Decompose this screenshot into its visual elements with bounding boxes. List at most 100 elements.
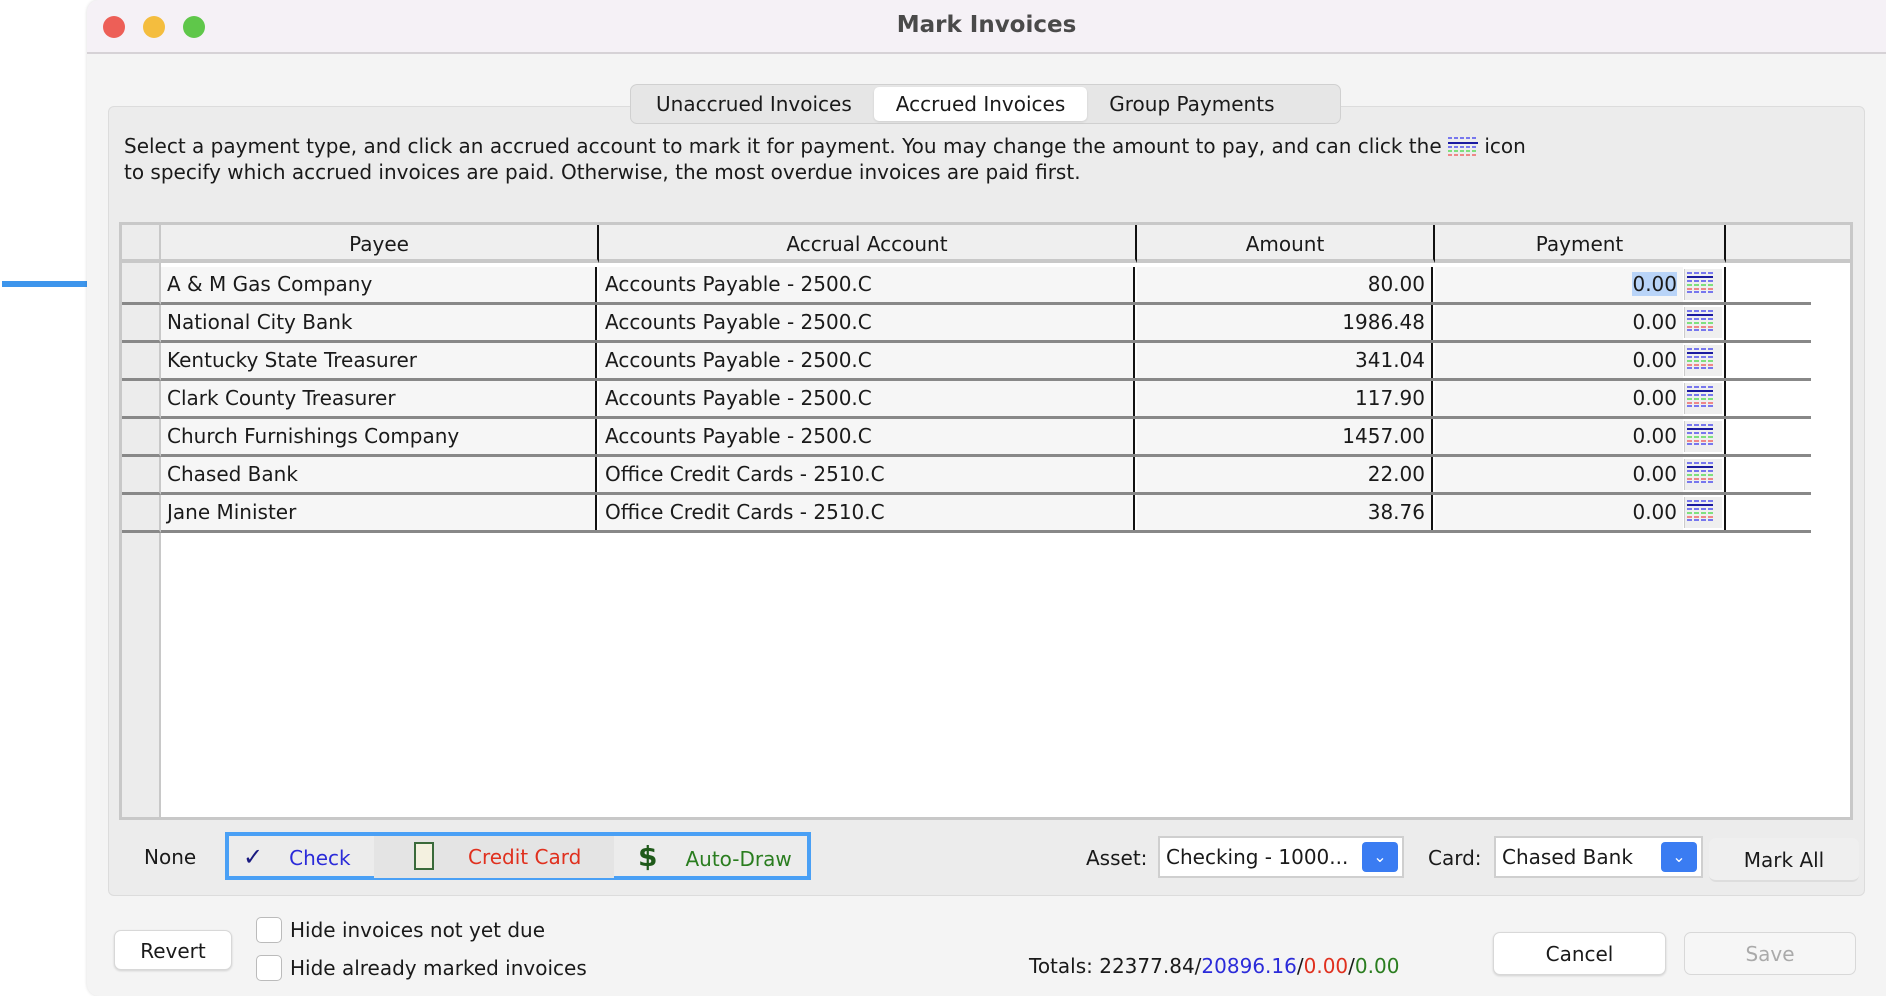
row-header[interactable] [122, 457, 161, 495]
column-header-amount[interactable]: Amount [1137, 225, 1435, 263]
hide-not-due-checkbox[interactable] [256, 917, 282, 943]
total-credit: 0.00 [1303, 954, 1349, 978]
column-header-payee[interactable]: Payee [161, 225, 599, 263]
table-row[interactable]: Kentucky State Treasurer Accounts Payabl… [161, 343, 1811, 381]
column-header-payment[interactable]: Payment [1435, 225, 1726, 263]
revert-button[interactable]: Revert [114, 930, 232, 970]
minimize-button[interactable] [143, 16, 165, 38]
accrual-account-cell[interactable]: Accounts Payable - 2500.C [599, 305, 1135, 340]
payment-value[interactable]: 0.00 [1632, 424, 1677, 448]
amount-cell[interactable]: 22.00 [1137, 457, 1433, 492]
payment-type-auto-draw[interactable]: $ Auto-Draw [638, 836, 792, 878]
payment-type-check[interactable]: ✓ Check [243, 836, 351, 878]
card-value: Chased Bank [1502, 845, 1633, 869]
row-header[interactable] [122, 495, 161, 533]
invoice-list-button[interactable] [1684, 345, 1722, 376]
amount-cell[interactable]: 341.04 [1137, 343, 1433, 378]
payment-cell[interactable]: 0.00 [1435, 457, 1683, 492]
title-bar [87, 0, 1886, 54]
total-autodraw: 0.00 [1354, 954, 1400, 978]
table-row[interactable]: Jane Minister Office Credit Cards - 2510… [161, 495, 1811, 533]
accrual-account-cell[interactable]: Office Credit Cards - 2510.C [599, 495, 1135, 530]
invoice-list-button[interactable] [1684, 459, 1722, 490]
row-header[interactable] [122, 381, 161, 419]
amount-cell[interactable]: 38.76 [1137, 495, 1433, 530]
payment-cell[interactable]: 0.00 [1435, 495, 1683, 530]
payee-cell[interactable]: Clark County Treasurer [161, 381, 597, 416]
payment-value[interactable]: 0.00 [1632, 272, 1677, 296]
card-select[interactable]: Chased Bank ⌄ [1494, 836, 1703, 878]
accrual-account-cell[interactable]: Accounts Payable - 2500.C [599, 267, 1135, 302]
row-header[interactable] [122, 267, 161, 305]
row-header[interactable] [122, 343, 161, 381]
row-header-corner [122, 225, 161, 263]
invoice-list-button[interactable] [1684, 269, 1722, 300]
payment-value[interactable]: 0.00 [1632, 462, 1677, 486]
close-button[interactable] [103, 16, 125, 38]
amount-cell[interactable]: 1986.48 [1137, 305, 1433, 340]
tab-group-payments[interactable]: Group Payments [1109, 92, 1275, 116]
instructions-text: to specify which accrued invoices are pa… [124, 160, 1081, 184]
payment-value[interactable]: 0.00 [1632, 500, 1677, 524]
payee-cell[interactable]: A & M Gas Company [161, 267, 597, 302]
amount-cell[interactable]: 1457.00 [1137, 419, 1433, 454]
payee-cell[interactable]: Church Furnishings Company [161, 419, 597, 454]
asset-select[interactable]: Checking - 1000... ⌄ [1158, 836, 1404, 878]
accrual-account-cell[interactable]: Accounts Payable - 2500.C [599, 381, 1135, 416]
tab-accrued-invoices[interactable]: Accrued Invoices [873, 87, 1088, 121]
payment-cell[interactable]: 0.00 [1435, 381, 1683, 416]
amount-cell[interactable]: 80.00 [1137, 267, 1433, 302]
payment-type-none[interactable]: None [144, 845, 197, 869]
asset-value: Checking - 1000... [1166, 845, 1349, 869]
check-label: Check [289, 846, 351, 870]
accrual-account-cell[interactable]: Accounts Payable - 2500.C [599, 343, 1135, 378]
payment-cell[interactable]: 0.00 [1435, 305, 1683, 340]
total-amount: 22377.84 [1099, 954, 1195, 978]
hide-not-due-label: Hide invoices not yet due [290, 918, 546, 942]
payee-cell[interactable]: National City Bank [161, 305, 597, 340]
hide-marked-label: Hide already marked invoices [290, 956, 587, 980]
hide-marked-checkbox[interactable] [256, 955, 282, 981]
save-button[interactable]: Save [1684, 932, 1856, 975]
invoice-list-button[interactable] [1684, 383, 1722, 414]
row-header[interactable] [122, 305, 161, 343]
amount-cell[interactable]: 117.90 [1137, 381, 1433, 416]
credit-card-label: Credit Card [468, 845, 582, 869]
cancel-button[interactable]: Cancel [1493, 932, 1666, 975]
payee-cell[interactable]: Jane Minister [161, 495, 597, 530]
column-header-spacer [1726, 225, 1850, 263]
row-header[interactable] [122, 419, 161, 457]
totals-label: Totals: [1029, 954, 1100, 978]
payment-value[interactable]: 0.00 [1632, 310, 1677, 334]
separator: / [1296, 954, 1304, 978]
payment-value[interactable]: 0.00 [1632, 348, 1677, 372]
payment-cell[interactable]: 0.00 [1435, 267, 1683, 302]
invoice-list-button[interactable] [1684, 421, 1722, 452]
payment-cell[interactable]: 0.00 [1435, 419, 1683, 454]
table-row[interactable]: National City Bank Accounts Payable - 25… [161, 305, 1811, 343]
zoom-button[interactable] [183, 16, 205, 38]
payment-cell[interactable]: 0.00 [1435, 343, 1683, 378]
payee-cell[interactable]: Kentucky State Treasurer [161, 343, 597, 378]
column-header-accrual-account[interactable]: Accrual Account [599, 225, 1137, 263]
table-row[interactable]: Clark County Treasurer Accounts Payable … [161, 381, 1811, 419]
credit-card-icon [414, 842, 434, 870]
table-row[interactable]: A & M Gas Company Accounts Payable - 250… [161, 267, 1811, 305]
card-label: Card: [1428, 846, 1482, 870]
mark-all-button[interactable]: Mark All [1709, 838, 1859, 882]
dollar-icon: $ [638, 840, 658, 873]
accrual-account-cell[interactable]: Accounts Payable - 2500.C [599, 419, 1135, 454]
payee-cell[interactable]: Chased Bank [161, 457, 597, 492]
asset-label: Asset: [1086, 846, 1148, 870]
accrual-account-cell[interactable]: Office Credit Cards - 2510.C [599, 457, 1135, 492]
auto-draw-label: Auto-Draw [685, 847, 792, 871]
invoice-list-button[interactable] [1684, 307, 1722, 338]
separator: / [1194, 954, 1202, 978]
payment-type-credit-card[interactable]: Credit Card [374, 836, 614, 878]
payment-value[interactable]: 0.00 [1632, 386, 1677, 410]
chevron-down-icon: ⌄ [1661, 842, 1697, 872]
invoice-list-button[interactable] [1684, 497, 1722, 528]
table-row[interactable]: Church Furnishings Company Accounts Paya… [161, 419, 1811, 457]
table-row[interactable]: Chased Bank Office Credit Cards - 2510.C… [161, 457, 1811, 495]
tab-unaccrued-invoices[interactable]: Unaccrued Invoices [656, 92, 852, 116]
